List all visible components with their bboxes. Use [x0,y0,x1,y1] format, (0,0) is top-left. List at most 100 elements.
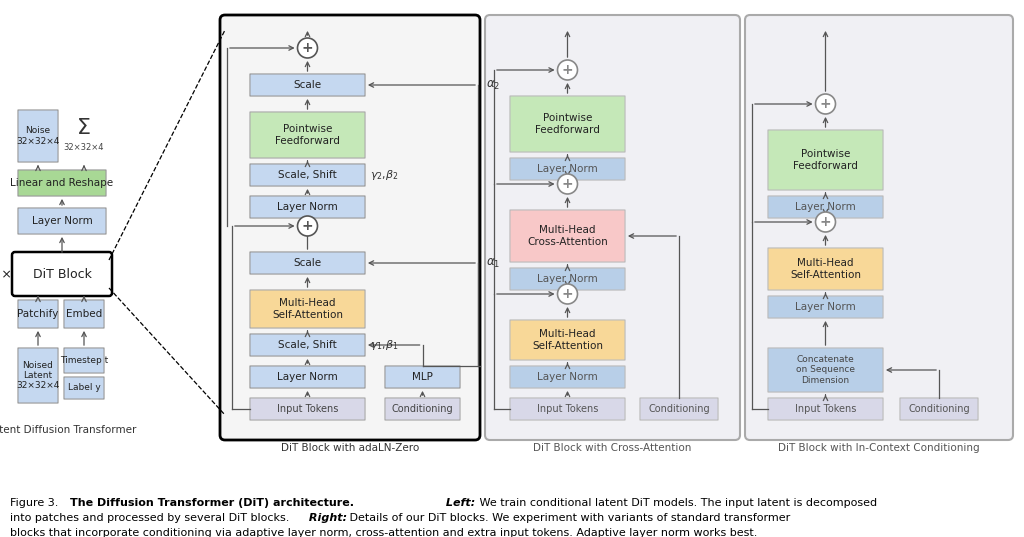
FancyBboxPatch shape [510,320,625,360]
Text: +: + [562,63,573,77]
Text: Pointwise
Feedforward: Pointwise Feedforward [275,124,340,146]
Text: DiT Block with Cross-Attention: DiT Block with Cross-Attention [534,443,691,453]
Text: Layer Norm: Layer Norm [538,274,598,284]
Text: Pointwise
Feedforward: Pointwise Feedforward [536,113,600,135]
FancyBboxPatch shape [900,398,978,420]
Circle shape [298,216,317,236]
FancyBboxPatch shape [768,130,883,190]
Text: Layer Norm: Layer Norm [538,372,598,382]
Text: +: + [819,215,831,229]
Text: Pointwise
Feedforward: Pointwise Feedforward [793,149,858,171]
Text: We train conditional latent DiT models. The input latent is decomposed: We train conditional latent DiT models. … [476,498,878,509]
FancyBboxPatch shape [510,158,625,180]
FancyBboxPatch shape [768,348,883,392]
FancyBboxPatch shape [510,366,625,388]
Text: 32×32×4: 32×32×4 [63,143,104,153]
Text: Left:: Left: [442,498,475,509]
Text: Latent Diffusion Transformer: Latent Diffusion Transformer [0,425,136,435]
Text: Layer Norm: Layer Norm [795,202,856,212]
FancyBboxPatch shape [250,252,365,274]
Text: $\alpha_1$: $\alpha_1$ [486,257,501,270]
FancyBboxPatch shape [250,334,365,356]
Text: Σ: Σ [77,118,91,138]
Text: Input Tokens: Input Tokens [795,404,856,414]
FancyBboxPatch shape [768,296,883,318]
Text: Noised
Latent
32×32×4: Noised Latent 32×32×4 [16,361,59,390]
Text: Label y: Label y [68,383,100,393]
FancyBboxPatch shape [250,74,365,96]
Text: +: + [302,219,313,233]
Text: into patches and processed by several DiT blocks.: into patches and processed by several Di… [10,513,290,524]
Text: +: + [562,177,573,191]
FancyBboxPatch shape [18,110,58,162]
Text: Right:: Right: [305,513,347,524]
FancyBboxPatch shape [18,348,58,403]
Text: Noise
32×32×4: Noise 32×32×4 [16,126,59,146]
FancyBboxPatch shape [485,15,740,440]
Text: Conditioning: Conditioning [648,404,710,414]
Text: $\gamma_2,\!\beta_2$: $\gamma_2,\!\beta_2$ [370,168,399,182]
Text: Embed: Embed [66,309,102,319]
Text: Layer Norm: Layer Norm [278,202,338,212]
Text: Conditioning: Conditioning [908,404,970,414]
FancyBboxPatch shape [250,290,365,328]
FancyBboxPatch shape [385,398,460,420]
Text: Scale, Shift: Scale, Shift [279,170,337,180]
Text: Multi-Head
Self-Attention: Multi-Head Self-Attention [790,258,861,280]
Text: N ×: N × [0,267,12,280]
Text: DiT Block with In-Context Conditioning: DiT Block with In-Context Conditioning [778,443,980,453]
FancyBboxPatch shape [768,196,883,218]
Circle shape [557,60,578,80]
Text: Concatenate
on Sequence
Dimension: Concatenate on Sequence Dimension [796,355,855,385]
Circle shape [557,174,578,194]
FancyBboxPatch shape [18,170,106,196]
Circle shape [557,284,578,304]
FancyBboxPatch shape [250,164,365,186]
FancyBboxPatch shape [63,300,104,328]
Text: Conditioning: Conditioning [392,404,454,414]
FancyBboxPatch shape [250,366,365,388]
FancyBboxPatch shape [510,398,625,420]
Text: Details of our DiT blocks. We experiment with variants of standard transformer: Details of our DiT blocks. We experiment… [346,513,791,524]
FancyBboxPatch shape [18,300,58,328]
FancyBboxPatch shape [510,96,625,152]
Text: MLP: MLP [412,372,433,382]
Text: $\alpha_2$: $\alpha_2$ [486,78,500,91]
Text: Scale, Shift: Scale, Shift [279,340,337,350]
Text: Input Tokens: Input Tokens [537,404,598,414]
Text: Input Tokens: Input Tokens [276,404,338,414]
Text: blocks that incorporate conditioning via adaptive layer norm, cross-attention an: blocks that incorporate conditioning via… [10,528,758,537]
Circle shape [815,94,836,114]
FancyBboxPatch shape [745,15,1013,440]
FancyBboxPatch shape [768,398,883,420]
Text: Scale: Scale [294,80,322,90]
FancyBboxPatch shape [768,248,883,290]
FancyBboxPatch shape [18,208,106,234]
Text: The Diffusion Transformer (DiT) architecture.: The Diffusion Transformer (DiT) architec… [70,498,353,509]
FancyBboxPatch shape [640,398,718,420]
Text: Multi-Head
Self-Attention: Multi-Head Self-Attention [532,329,603,351]
Text: Multi-Head
Self-Attention: Multi-Head Self-Attention [272,298,343,320]
FancyBboxPatch shape [250,398,365,420]
Text: $\gamma_1,\!\beta_1$: $\gamma_1,\!\beta_1$ [370,338,399,352]
FancyBboxPatch shape [220,15,480,440]
Text: DiT Block with adaLN-Zero: DiT Block with adaLN-Zero [281,443,419,453]
Text: DiT Block: DiT Block [33,267,91,280]
Circle shape [298,38,317,58]
Text: Layer Norm: Layer Norm [538,164,598,174]
FancyBboxPatch shape [385,366,460,388]
Text: Layer Norm: Layer Norm [795,302,856,312]
FancyBboxPatch shape [250,196,365,218]
Text: +: + [302,41,313,55]
FancyBboxPatch shape [63,348,104,373]
Text: Layer Norm: Layer Norm [278,372,338,382]
Circle shape [815,212,836,232]
Text: Layer Norm: Layer Norm [32,216,92,226]
FancyBboxPatch shape [12,252,112,296]
FancyBboxPatch shape [510,210,625,262]
FancyBboxPatch shape [510,268,625,290]
Text: Timestep t: Timestep t [59,356,109,365]
Text: Figure 3.: Figure 3. [10,498,62,509]
Text: Linear and Reshape: Linear and Reshape [10,178,114,188]
FancyBboxPatch shape [63,377,104,399]
